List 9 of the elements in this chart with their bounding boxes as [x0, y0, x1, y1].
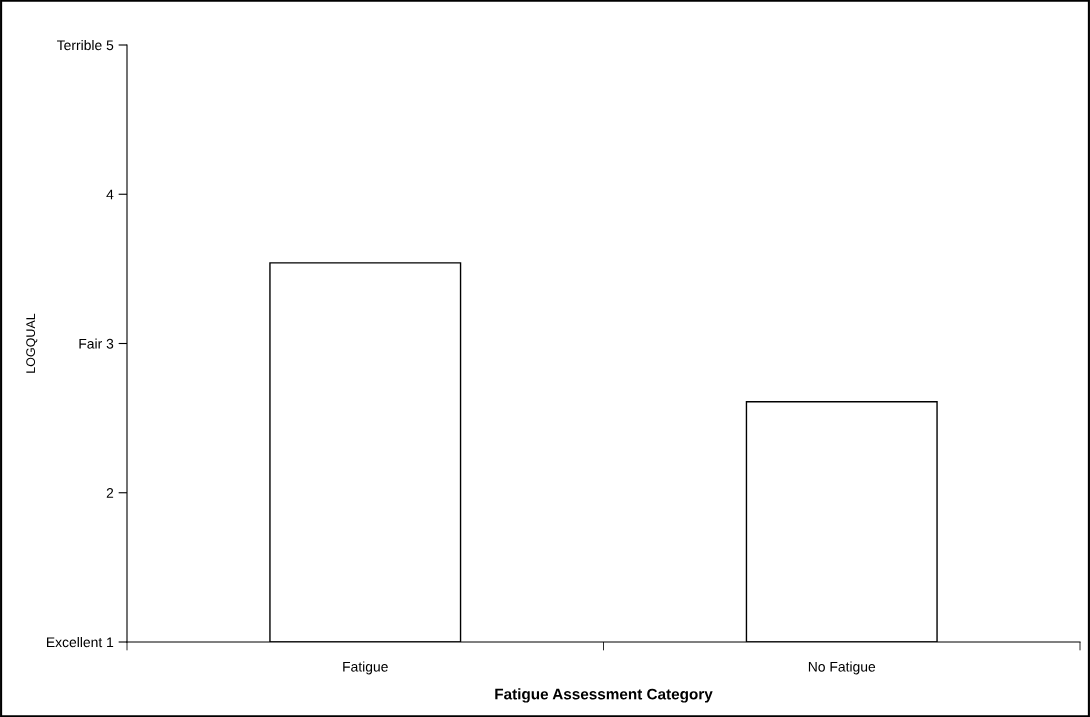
- y-tick-label: Excellent 1: [47, 636, 114, 648]
- x-axis-title: Fatigue Assessment Category: [495, 688, 713, 703]
- x-tick-label: Fatigue: [343, 661, 388, 675]
- y-tick-label: 2: [106, 488, 114, 498]
- y-tick-label: Fair 3: [79, 338, 114, 349]
- x-tick-label: No Fatigue: [808, 661, 876, 675]
- y-tick-label: 4: [106, 189, 114, 200]
- y-tick-label: Terrible 5: [57, 39, 114, 51]
- y-axis-title: LOGQUAL: [26, 313, 38, 373]
